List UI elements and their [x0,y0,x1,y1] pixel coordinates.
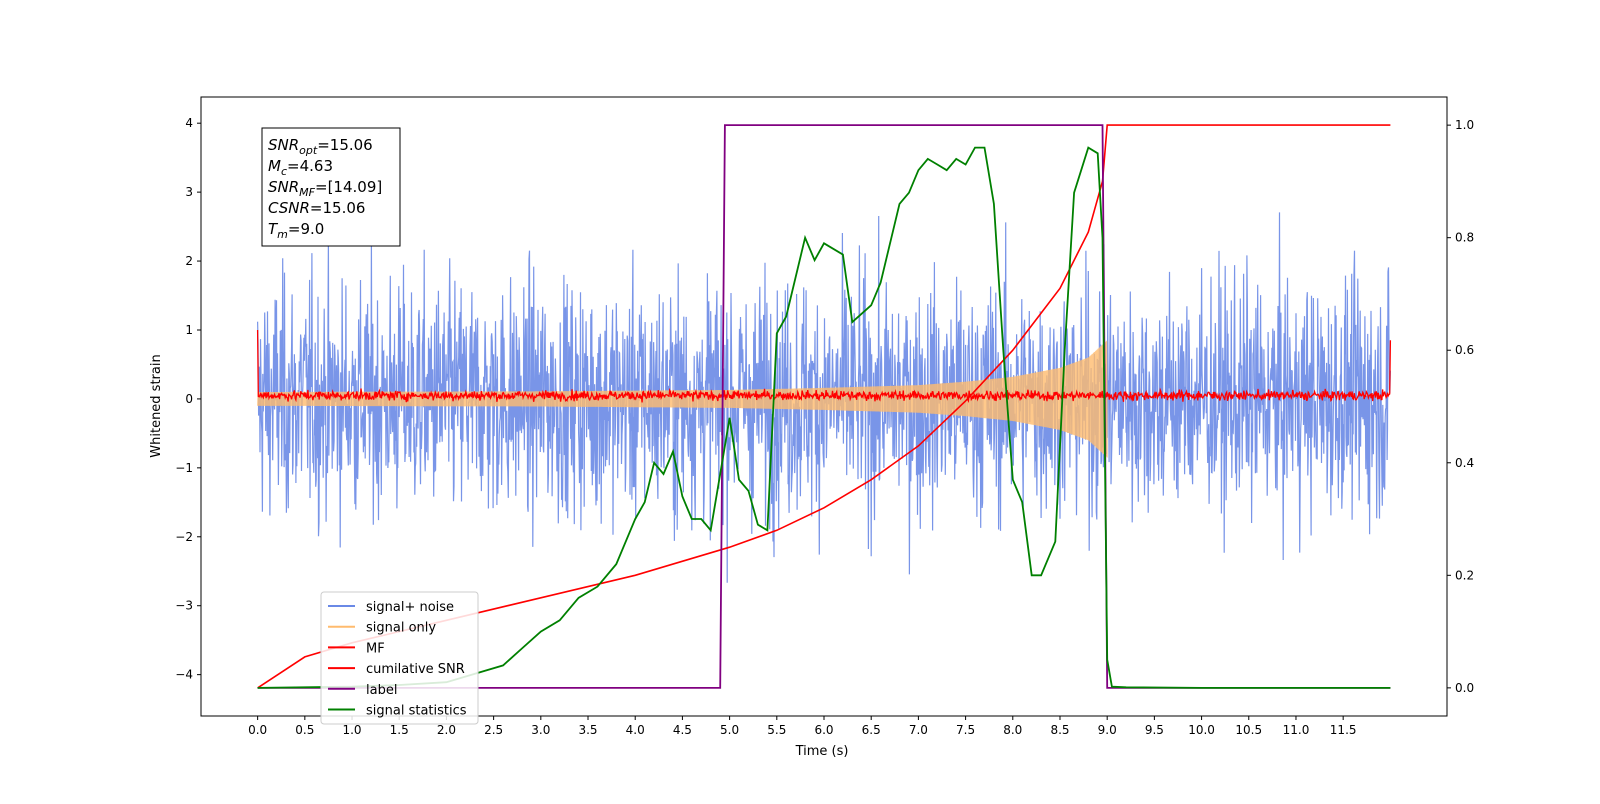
y-tick-label: −3 [175,599,193,613]
y-tick-label: 1 [185,323,193,337]
x-tick-label: 7.0 [909,723,928,737]
x-tick-label: 2.5 [484,723,503,737]
stats-line-value: =15.06 [310,199,366,217]
x-tick-label: 6.0 [814,723,833,737]
x-tick-label: 11.0 [1283,723,1310,737]
stats-line-subscript: opt [299,144,318,157]
y2-tick-label: 0.0 [1455,681,1474,695]
stats-line-symbol: SNR [268,178,299,196]
x-tick-label: 7.5 [956,723,975,737]
stats-line-symbol: M [268,157,281,175]
x-tick-label: 3.0 [531,723,550,737]
x-tick-label: 10.5 [1235,723,1262,737]
legend-label: cumilative SNR [366,662,465,677]
series-signal-noise [257,212,1391,583]
stats-line-symbol: SNR [268,136,299,154]
x-tick-label: 5.5 [767,723,786,737]
legend-label: signal+ noise [366,600,454,615]
stats-line-subscript: MF [299,186,315,199]
stats-annotation-box [261,127,401,247]
x-tick-label: 0.0 [248,723,267,737]
x-tick-label: 11.5 [1330,723,1357,737]
stats-line: CSNR=15.06 [268,199,365,217]
x-tick-label: 0.5 [295,723,314,737]
legend-label: signal only [366,621,436,636]
y2-tick-label: 1.0 [1455,118,1474,132]
y2-tick-label: 0.8 [1455,231,1474,245]
x-tick-label: 1.0 [342,723,361,737]
legend-label: signal statistics [366,704,467,719]
y-axis: 4 3 2 1 0 −1 −2 −3 −4 [175,116,201,682]
y-tick-label: −2 [175,530,193,544]
series-signal-only [257,340,1108,458]
stats-line-value: =9.0 [288,220,324,238]
x-tick-label: 1.5 [390,723,409,737]
x-tick-label: 5.0 [720,723,739,737]
stats-line-value: =[14.09] [315,178,382,196]
stats-line: SNRopt=15.06 [268,136,373,157]
y-tick-label: 4 [185,116,193,130]
y-tick-label: −4 [175,668,193,682]
x-tick-label: 9.0 [1098,723,1117,737]
x-axis: 0.0 0.5 1.0 1.5 2.0 2.5 3.0 3.5 4.0 4.5 5.0 5.5 6.0 6… [248,716,1357,737]
stats-line: Mc=4.63 [268,157,333,178]
y-axis-label: Whitened strain [149,354,164,457]
stats-line-value: =4.63 [287,157,333,175]
stats-line-value: =15.06 [317,136,373,154]
stats-line: SNRMF=[14.09] [268,178,382,199]
x-tick-label: 8.5 [1050,723,1069,737]
x-tick-label: 9.5 [1145,723,1164,737]
stats-line-symbol: T [268,220,279,238]
stats-line-subscript: m [277,228,288,241]
y-tick-label: 3 [185,185,193,199]
legend: signal+ noise signal only MF cumilative SNR… [320,591,479,725]
series-mf [256,329,1392,403]
y-tick-label: 0 [185,392,193,406]
legend-label: label [366,683,397,698]
y2-tick-label: 0.4 [1455,456,1474,470]
x-tick-label: 6.5 [862,723,881,737]
y2-tick-label: 0.2 [1455,568,1474,582]
y2-tick-label: 0.6 [1455,343,1474,357]
x-axis-label: Time (s) [795,744,849,759]
y2-axis: 1.0 0.8 0.6 0.4 0.2 0.0 [1447,118,1474,695]
x-tick-label: 10.0 [1188,723,1215,737]
series-signal-statistics [257,146,1391,689]
stats-line: Tm=9.0 [268,220,324,241]
legend-box [320,591,479,725]
y-tick-label: 2 [185,254,193,268]
stats-line-subscript: c [281,165,287,178]
stats-line-symbol: CSNR [268,199,310,217]
y-tick-label: −1 [175,461,193,475]
stats-annotation: SNRopt=15.06Mc=4.63SNRMF=[14.09]CSNR=15.… [261,127,401,247]
x-tick-label: 2.0 [437,723,456,737]
x-tick-label: 3.5 [578,723,597,737]
x-tick-label: 4.5 [673,723,692,737]
legend-label: MF [366,641,385,656]
x-tick-label: 8.0 [1003,723,1022,737]
x-tick-label: 4.0 [626,723,645,737]
